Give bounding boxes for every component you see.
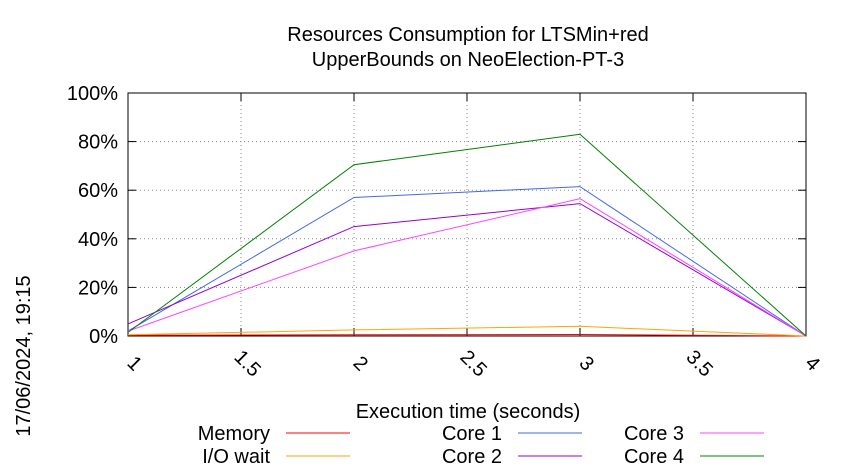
x-tick-label: 2.5 — [456, 346, 491, 381]
y-tick-label: 20% — [78, 277, 118, 299]
y-tick-label: 60% — [78, 180, 118, 202]
timestamp-label: 17/06/2024, 19:15 — [13, 275, 35, 436]
series-lines — [127, 133, 807, 337]
series-line-core-4 — [127, 133, 807, 337]
series-line-core-1 — [127, 186, 807, 337]
legend-label: Memory — [198, 423, 270, 445]
legend-label: Core 4 — [624, 446, 684, 468]
series-line-i-o-wait — [127, 325, 807, 337]
y-tick-labels: 0% 20% 40% 60% 80% 100% — [67, 83, 118, 348]
axis-ticks — [127, 92, 807, 337]
y-tick-label: 40% — [78, 229, 118, 251]
chart-title-line-2: UpperBounds on NeoElection-PT-3 — [312, 49, 624, 71]
grid — [128, 93, 806, 336]
legend-label: I/O wait — [202, 446, 270, 468]
x-tick-label: 1 — [123, 352, 146, 375]
series-line-memory — [127, 333, 807, 337]
legend-label: Core 3 — [624, 423, 684, 445]
legend-label: Core 2 — [442, 446, 502, 468]
series-line-core-3 — [127, 198, 807, 337]
series-line-core-2 — [127, 203, 807, 337]
x-tick-labels: 1 1.5 2 2.5 3 3.5 4 — [123, 346, 824, 381]
x-tick-label: 2 — [349, 352, 372, 375]
y-tick-label: 0% — [89, 326, 118, 348]
y-tick-label: 100% — [67, 83, 118, 105]
y-tick-label: 80% — [78, 132, 118, 154]
x-axis-label: Execution time (seconds) — [356, 401, 581, 423]
legend-label: Core 1 — [442, 423, 502, 445]
x-tick-label: 3 — [575, 352, 598, 375]
x-tick-label: 1.5 — [230, 346, 265, 381]
chart-title-line-1: Resources Consumption for LTSMin+red — [287, 24, 648, 46]
x-tick-label: 4 — [801, 352, 824, 375]
x-tick-label: 3.5 — [682, 346, 717, 381]
